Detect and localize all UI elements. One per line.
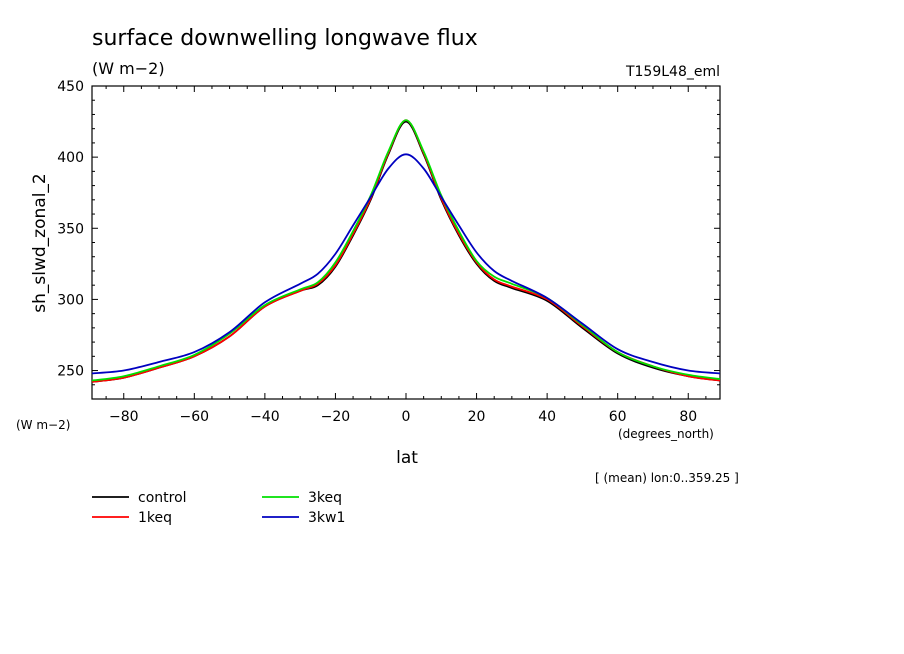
x-tick-label: 20 — [468, 409, 486, 425]
series-line-control — [91, 120, 721, 383]
x-tick-label: −20 — [321, 409, 351, 425]
x-tick-label: 40 — [538, 409, 556, 425]
legend: control 1keq 3keq 3kw1 — [92, 490, 345, 526]
y-tick-label: 450 — [57, 79, 84, 95]
series-line-1keq — [91, 119, 721, 383]
units-label: (W m−2) — [92, 59, 165, 78]
y-tick-label: 350 — [57, 221, 84, 237]
plot-area: −80 −60 −40 −20 0 20 40 60 80 250 300 350 400 450 — [57, 79, 721, 425]
axis-ticks: −80 −60 −40 −20 0 20 40 60 80 250 300 350 400 450 — [57, 79, 720, 425]
series-layer — [91, 119, 721, 383]
legend-label-3kw1: 3kw1 — [308, 510, 345, 526]
x-tick-label: 80 — [679, 409, 697, 425]
y-tick-label: 250 — [57, 364, 84, 380]
x-tick-label: −80 — [109, 409, 139, 425]
chart-title: surface downwelling longwave flux — [92, 26, 478, 51]
x-tick-label: −60 — [180, 409, 210, 425]
averaging-note: [ (mean) lon:0..359.25 ] — [595, 471, 739, 485]
series-line-3keq — [91, 119, 721, 382]
legend-label-3keq: 3keq — [308, 490, 342, 506]
y-tick-label: 400 — [57, 150, 84, 166]
series-line-3kw1 — [91, 153, 721, 375]
y-units-label: (W m−2) — [16, 418, 70, 432]
x-axis-label: lat — [396, 448, 418, 468]
x-tick-label: 0 — [402, 409, 411, 425]
x-units-label: (degrees_north) — [618, 427, 714, 441]
legend-label-control: control — [138, 490, 187, 506]
x-tick-label: 60 — [609, 409, 627, 425]
y-tick-label: 300 — [57, 292, 84, 308]
y-axis-label: sh_slwd_zonal_2 — [30, 173, 50, 312]
experiment-label: T159L48_eml — [625, 64, 720, 80]
legend-label-1keq: 1keq — [138, 510, 172, 526]
x-tick-label: −40 — [250, 409, 280, 425]
